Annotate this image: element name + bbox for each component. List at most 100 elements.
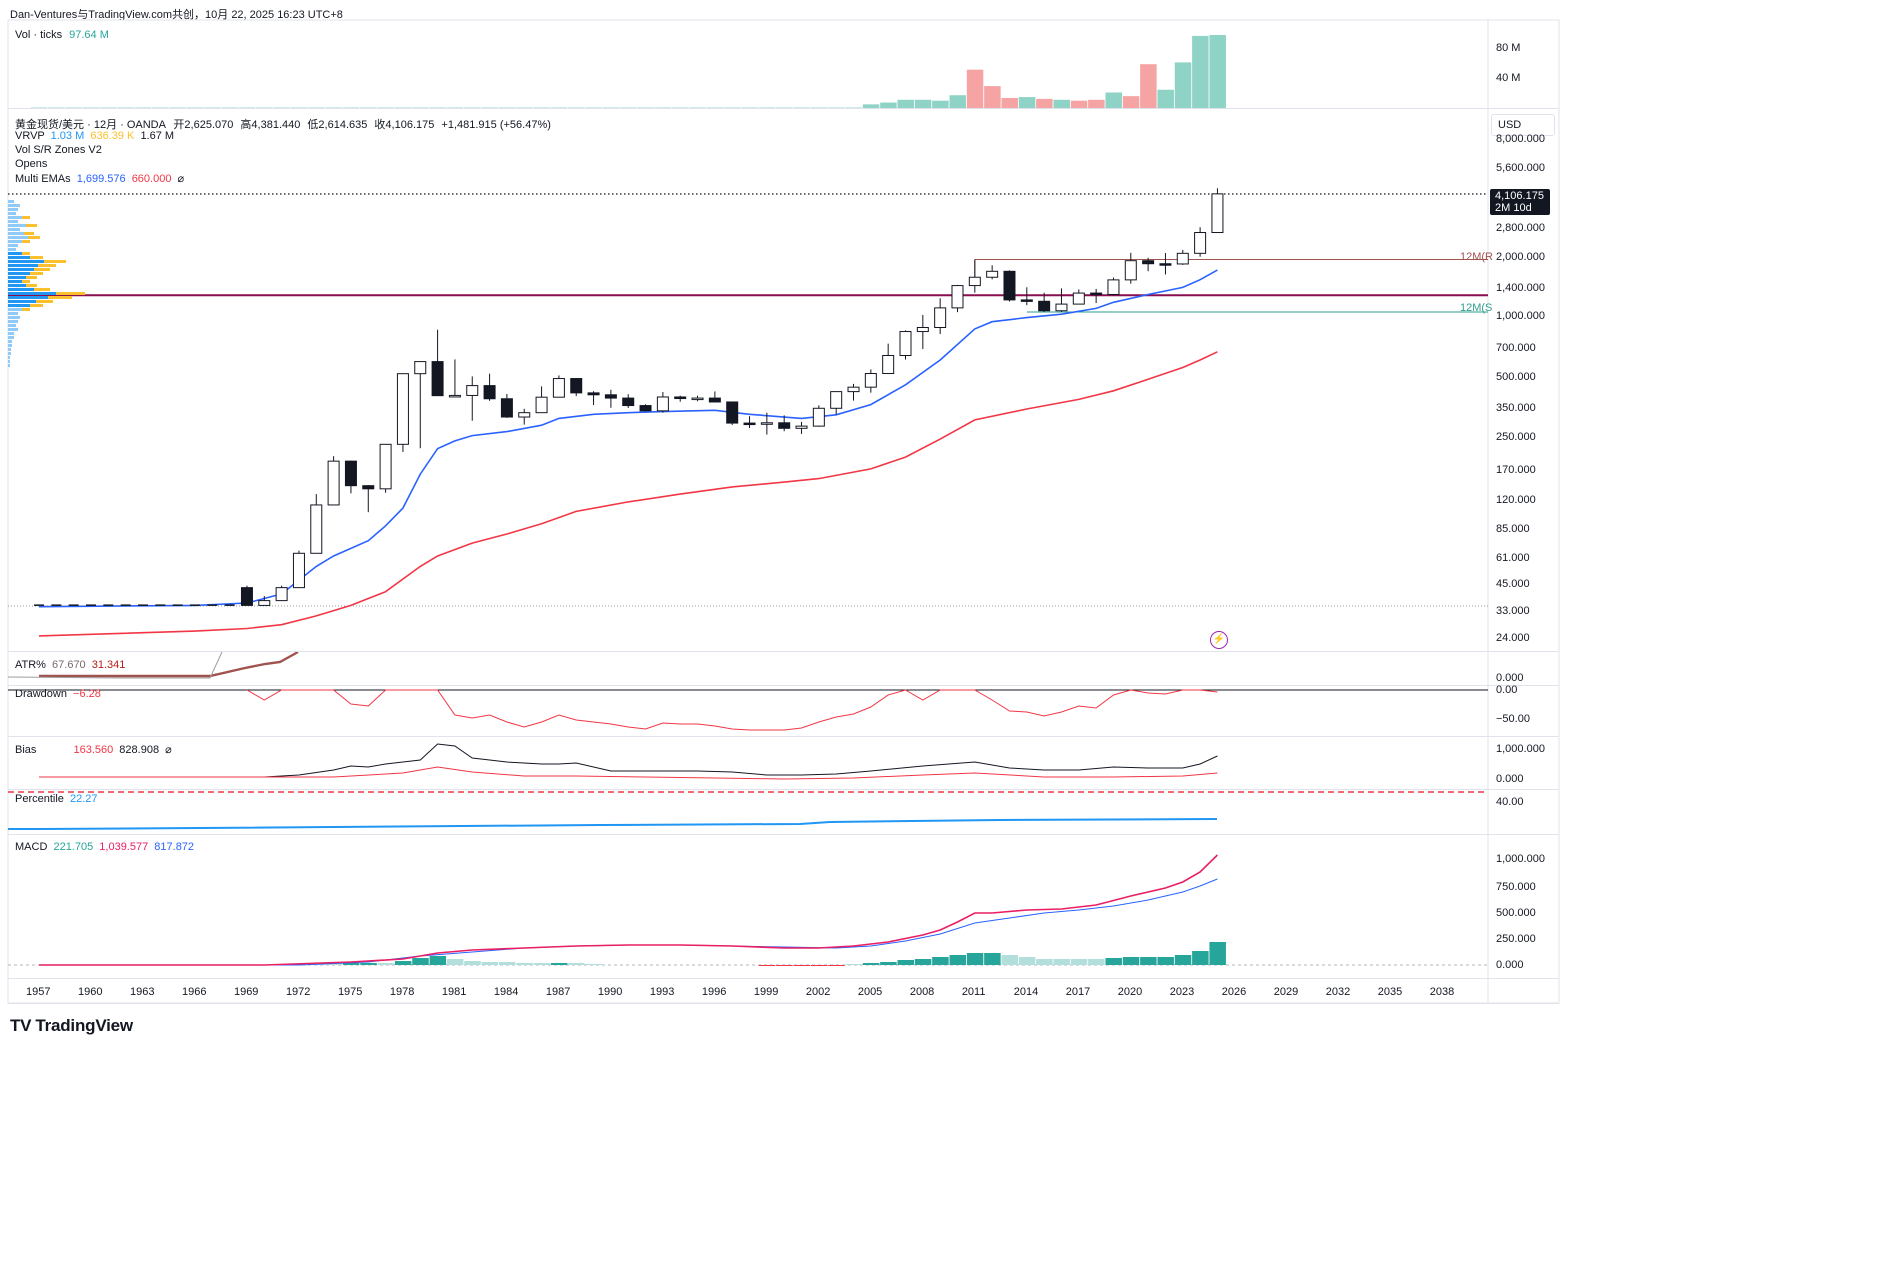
- drawdown-line: [246, 689, 1218, 731]
- bias-legend[interactable]: Bias 163.560 828.908 ⌀: [15, 743, 172, 756]
- volume-profile-bar: [8, 308, 22, 311]
- macd-histogram-bar: [429, 956, 447, 965]
- macd-histogram-bar: [758, 965, 776, 966]
- volume-bar: [793, 107, 810, 108]
- volume-bar: [360, 107, 377, 108]
- volume-profile-bar: [8, 224, 26, 227]
- atr-legend[interactable]: ATR% 67.670 31.341: [15, 659, 125, 671]
- bias-signal-line: [39, 766, 1218, 780]
- candle: [830, 391, 843, 409]
- candle: [812, 407, 825, 427]
- volume-bar: [1001, 97, 1018, 108]
- volume-profile-bar: [8, 364, 10, 367]
- vol-legend[interactable]: Vol · ticks 97.64 M: [15, 29, 109, 41]
- percentile-legend[interactable]: Percentile 22.27: [15, 793, 98, 805]
- time-axis-tick: 1963: [129, 986, 155, 998]
- percentile-value: 22.27: [69, 793, 98, 805]
- volume-profile-bar: [8, 272, 30, 275]
- price-axis-tick: 700.000: [1496, 342, 1536, 354]
- candle: [622, 397, 635, 407]
- time-axis-tick: 2005: [857, 986, 883, 998]
- volume-profile-bar: [8, 240, 22, 243]
- candle: [1142, 260, 1155, 265]
- volume-bar: [221, 107, 238, 108]
- lightning-icon[interactable]: ⚡: [1210, 631, 1228, 649]
- chart-canvas[interactable]: [0, 0, 1568, 1044]
- volume-bar: [880, 102, 897, 108]
- pane-separator[interactable]: [8, 789, 1559, 790]
- symbol-legend[interactable]: 黄金现货/美元 · 12月 · OANDA 开2,625.070 高4,381.…: [15, 116, 551, 132]
- candle: [795, 425, 808, 429]
- pane-separator[interactable]: [8, 834, 1559, 835]
- volume-profile-bar: [8, 248, 16, 251]
- macd-histogram-bar: [966, 953, 984, 965]
- volume-bar: [828, 107, 845, 108]
- zone-r-label: 12M(R: [1460, 251, 1494, 263]
- vrvp-legend[interactable]: VRVP 1.03 M 636.39 K 1.67 M: [15, 130, 174, 142]
- volume-bar: [117, 107, 134, 108]
- volume-bar: [932, 100, 949, 108]
- currency-selector[interactable]: USD: [1491, 114, 1555, 136]
- candle: [778, 422, 791, 429]
- price-axis-tick: 85.000: [1496, 523, 1530, 535]
- candle: [275, 587, 288, 602]
- macd-legend[interactable]: MACD 221.705 1,039.577 817.872: [15, 841, 194, 853]
- atr-percent-line: [7, 651, 223, 679]
- tradingview-logo[interactable]: TV TradingView: [10, 1016, 133, 1036]
- volume-bar: [602, 107, 619, 108]
- macd-axis-tick: 1,000.000: [1496, 853, 1545, 865]
- close-label: 收: [374, 119, 386, 131]
- pane-separator[interactable]: [8, 1003, 1559, 1004]
- open-label: 开: [173, 119, 185, 131]
- bias-line: [39, 743, 1218, 778]
- candle: [847, 386, 860, 393]
- high-value: 4,381.440: [251, 119, 301, 131]
- volume-bar: [966, 69, 984, 108]
- macd-hist-value: 221.705: [53, 841, 94, 853]
- pane-separator[interactable]: [8, 978, 1559, 979]
- volume-bar: [1018, 97, 1036, 108]
- candle: [743, 422, 756, 426]
- volume-profile-bar: [8, 360, 10, 363]
- volume-bar: [949, 95, 966, 108]
- vrvp-name: VRVP: [15, 130, 45, 142]
- time-axis-tick: 1996: [701, 986, 727, 998]
- candle: [85, 604, 96, 606]
- candle: [1020, 299, 1033, 302]
- volume-bar: [256, 107, 273, 108]
- macd-histogram-bar: [1192, 951, 1209, 965]
- candle: [103, 604, 114, 606]
- opens-legend[interactable]: Opens: [15, 158, 48, 170]
- candle: [431, 361, 444, 397]
- volume-profile-bar: [22, 252, 30, 255]
- emas-legend[interactable]: Multi EMAs 1,699.576 660.000 ⌀: [15, 172, 184, 185]
- change-value: +1,481.915 (+56.47%): [441, 119, 551, 131]
- candle: [882, 354, 895, 375]
- last-price-value: 4,106.175: [1495, 190, 1544, 202]
- pane-separator[interactable]: [8, 736, 1559, 737]
- volume-bar: [377, 107, 394, 108]
- pane-separator[interactable]: [8, 685, 1559, 686]
- volume-bar: [689, 107, 706, 108]
- atr-value-2: 31.341: [91, 659, 126, 671]
- volume-profile-bar: [36, 300, 53, 303]
- candle: [379, 443, 392, 490]
- volume-bar: [169, 107, 186, 108]
- macd-histogram-bar: [360, 963, 377, 965]
- macd-histogram-bar: [585, 964, 603, 965]
- time-axis-tick: 2002: [805, 986, 831, 998]
- hide-icon[interactable]: ⌀: [177, 173, 185, 185]
- volume-profile-bar: [8, 284, 26, 287]
- ema-slow-line: [38, 351, 1218, 637]
- brand-name: TradingView: [35, 1016, 133, 1035]
- atr-line: [39, 650, 299, 678]
- hide-icon[interactable]: ⌀: [165, 744, 172, 756]
- pane-separator[interactable]: [8, 108, 1559, 109]
- vrvp-value-2: 636.39 K: [90, 130, 135, 142]
- volume-profile-bar: [26, 224, 37, 227]
- macd-histogram-bar: [377, 963, 395, 965]
- candle: [1124, 260, 1137, 281]
- drawdown-legend[interactable]: Drawdown −6.28: [15, 688, 101, 700]
- pane-separator[interactable]: [8, 651, 1559, 652]
- volsr-legend[interactable]: Vol S/R Zones V2: [15, 144, 102, 156]
